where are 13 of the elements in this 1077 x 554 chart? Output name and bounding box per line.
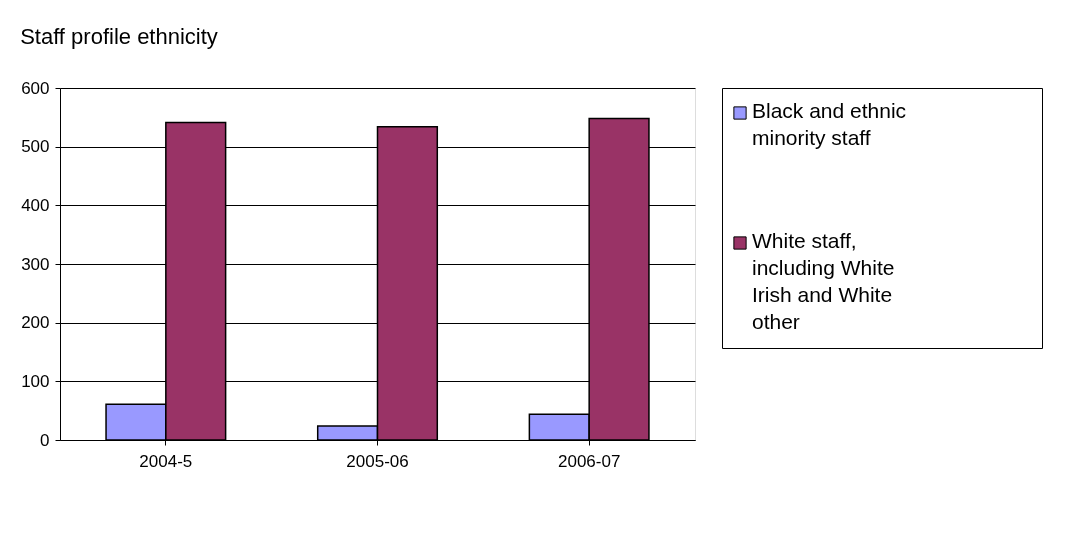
x-tick-label: 2005-06	[346, 451, 409, 471]
y-tick-label: 300	[21, 254, 50, 274]
y-tick-label: 500	[21, 137, 50, 157]
y-tick-label: 600	[21, 78, 50, 98]
y-tick-label: 100	[21, 371, 50, 391]
y-tick-label: 200	[21, 313, 50, 333]
legend-label: Black and ethnic minority staff	[752, 99, 907, 149]
y-tick-label: 400	[21, 195, 50, 215]
x-tick-label: 2004-5	[139, 451, 193, 471]
chart-title: Staff profile ethnicity	[20, 23, 218, 49]
y-tick-label: 0	[40, 430, 50, 450]
x-tick-label: 2006-07	[557, 451, 621, 471]
legend-label: White staff, including White Irish and White other	[752, 229, 895, 333]
